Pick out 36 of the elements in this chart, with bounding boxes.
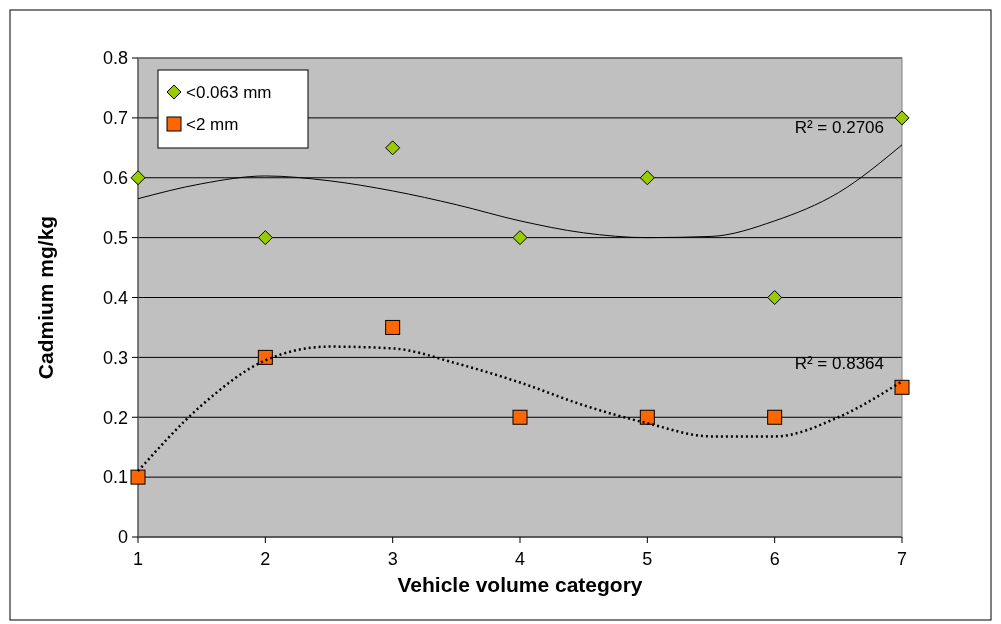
point: [894, 379, 910, 395]
y-tick-label: 0.6: [102, 168, 128, 189]
point: [257, 349, 273, 365]
y-axis-title: Cadmium mg/kg: [34, 215, 57, 380]
x-axis-title: Vehicle volume category: [397, 573, 643, 596]
point: [512, 409, 528, 425]
x-tick-label: 6: [769, 549, 780, 569]
point: [130, 170, 146, 186]
point: [385, 319, 401, 335]
x-tick-label: 2: [260, 549, 271, 569]
point: [385, 140, 401, 156]
x-tick-label: 1: [132, 549, 144, 569]
point: [639, 409, 655, 425]
legend-label: <2 mm: [186, 114, 239, 134]
y-tick-label: 0.1: [102, 467, 128, 488]
x-tick-label: 4: [514, 549, 526, 569]
legend-label: <0.063 mm: [186, 82, 272, 102]
point: [257, 230, 273, 246]
point: [512, 230, 528, 246]
y-tick-label: 0.4: [102, 287, 128, 308]
x-tick-label: 3: [387, 549, 398, 569]
x-tick-label: 7: [896, 549, 908, 569]
point: [767, 290, 783, 305]
point: [894, 110, 910, 126]
point: [767, 409, 783, 425]
point: [130, 469, 146, 485]
y-tick-label: 0.8: [102, 48, 128, 69]
annotation: R² = 0.2706: [794, 117, 884, 137]
x-tick-label: 5: [642, 549, 653, 569]
y-tick-label: 0.7: [102, 108, 128, 129]
y-tick-label: 0.2: [102, 407, 128, 428]
y-tick-label: 0.5: [102, 227, 128, 248]
annotation: R² = 0.8364: [794, 354, 884, 374]
point: [639, 170, 655, 186]
y-tick-label: 0.3: [102, 347, 128, 368]
y-tick-label: 0: [117, 527, 128, 548]
